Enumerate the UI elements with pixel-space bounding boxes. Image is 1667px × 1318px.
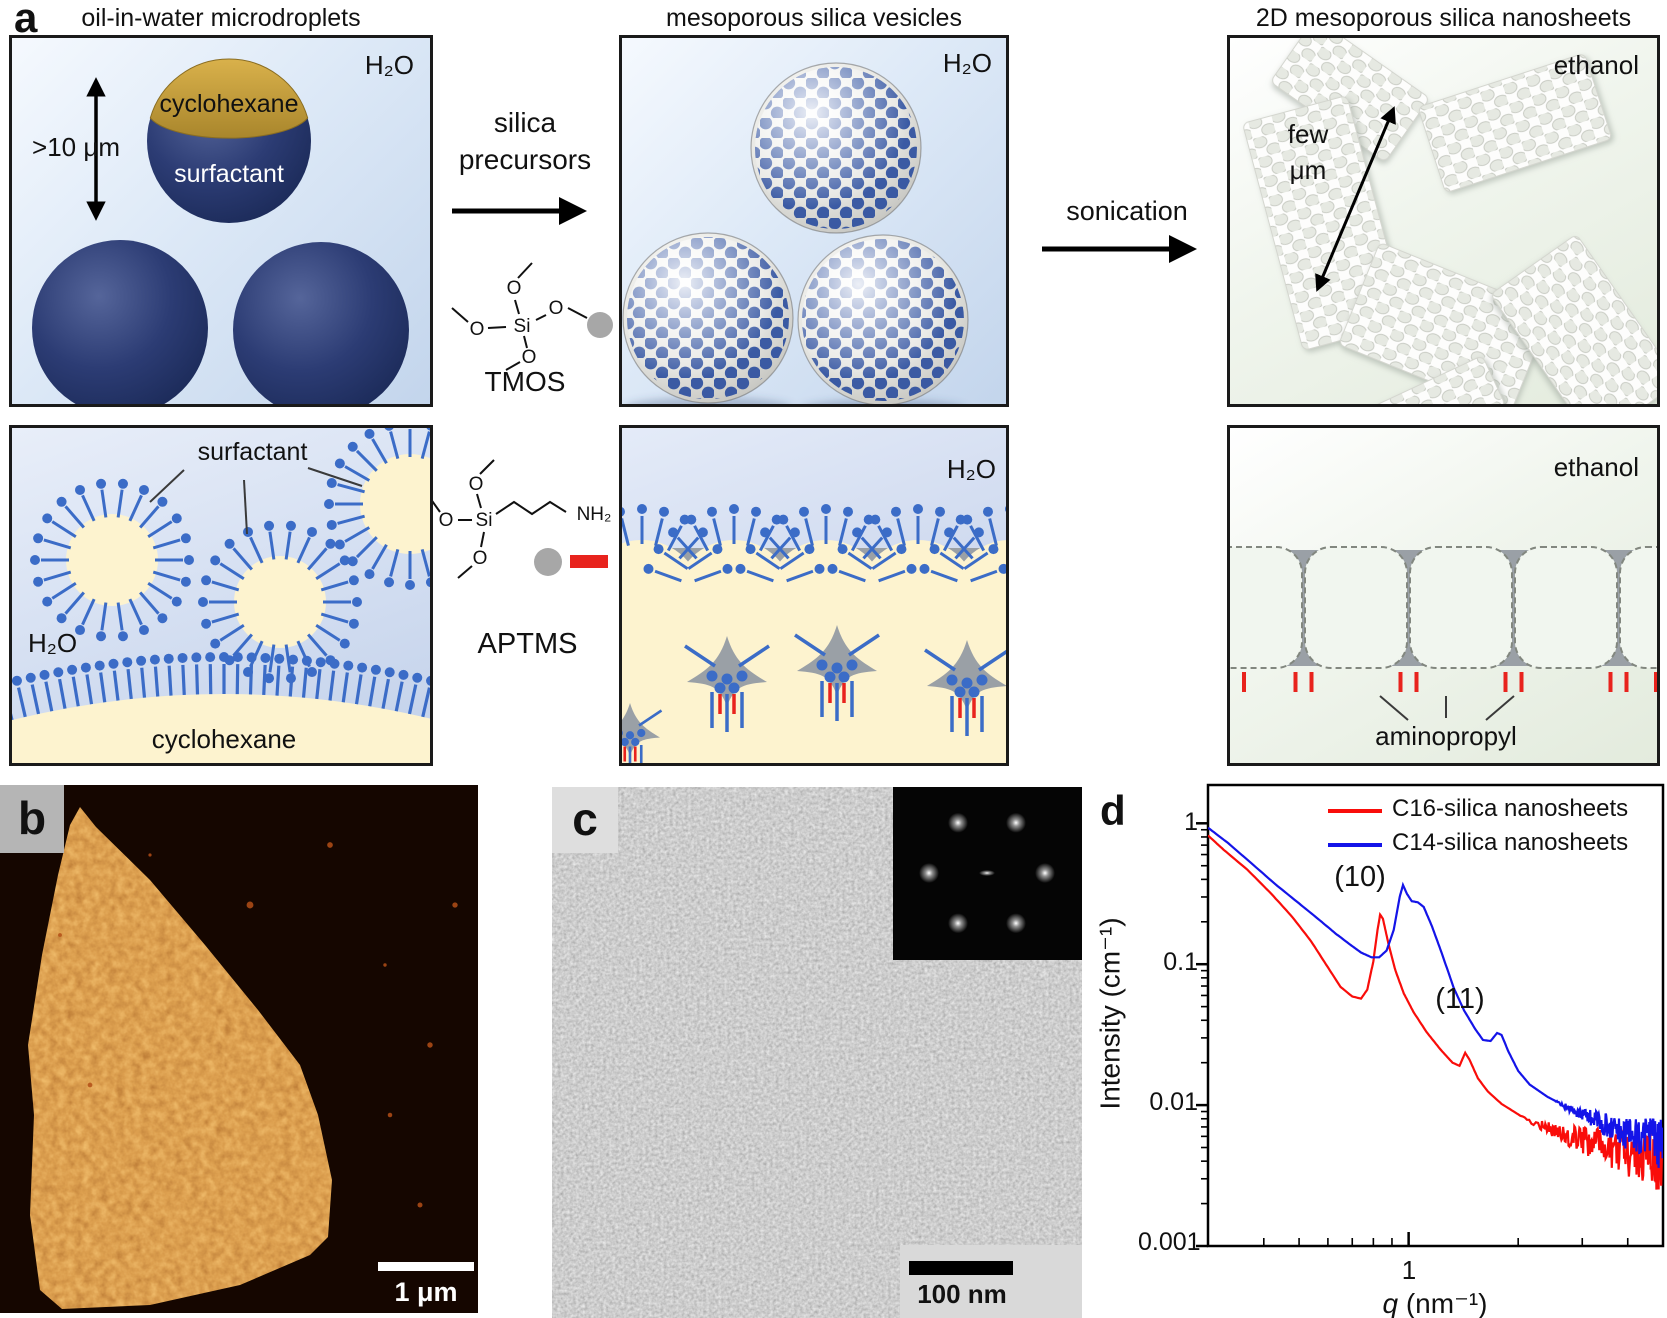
step1-label: silica precursors [442,104,608,178]
afm-scale-label: 1 μm [394,1277,458,1307]
droplet-schematic-box: H₂O cyclohexane surfactant >10 μm [9,35,433,407]
afm-image-panel: b 1 μm [0,785,478,1313]
xtick-1: 1 [1401,1255,1417,1285]
nanosheet-schematic-box: ethanol few μm [1227,35,1660,407]
panel-d-label: d [1100,787,1126,834]
legend-swatch-c16 [1328,809,1382,813]
x-axis-units: (nm⁻¹) [1398,1288,1488,1318]
peak-10-label: (10) [1334,861,1386,893]
ethanol-label: ethanol [1553,50,1639,80]
surfactant-shell-label: surfactant [174,160,284,188]
title-nanosheets: 2D mesoporous silica nanosheets [1255,4,1632,32]
saxs-plot-panel: d C16-silica nanosheets C14-silica nanos… [1040,735,1667,1318]
tmos-structure: Si O O O O [451,262,613,371]
o-atom: O [522,347,537,368]
o-atom: O [469,474,484,495]
sheet-size-line2: μm [1289,155,1327,185]
water-label: H₂O [28,628,78,658]
ytick-0p1: 0.1 [1163,948,1198,976]
si-atom: Si [514,316,531,337]
panel-c-label-box: c [552,787,618,853]
x-axis-label: q (nm⁻¹) [1340,1287,1530,1318]
saxs-curve-c16 [1208,834,1663,1190]
saxs-chart [1196,783,1665,1248]
peak-11-label: (11) [1435,983,1485,1015]
y-axis-label: Intensity (cm⁻¹) [1094,917,1126,1110]
afm-scale-bar [378,1262,474,1271]
water-label: H₂O [946,454,996,484]
ytick-0p001: 0.001 [1138,1228,1201,1256]
tem-scale-label: 100 nm [917,1279,1007,1309]
reaction-arrow-1 [452,197,587,225]
interface-schematic-box: H₂O [619,425,1009,766]
title-vesicles: mesoporous silica vesicles [666,4,962,32]
tmos-label: TMOS [484,366,566,397]
aminopropyl-label: aminopropyl [1375,721,1517,751]
micelle-illustration [12,428,430,763]
panel-a-label: a [14,0,38,41]
vesicle-illustration [622,62,969,404]
title-microdroplets: oil-in-water microdroplets [81,4,361,32]
surfactant-label: surfactant [197,438,308,466]
cyclohexane-cap-label: cyclohexane [159,90,299,118]
aminopropyl-tag-icon [570,555,608,568]
tem-image-panel: c 100 nm [552,787,1082,1318]
o-atom: O [473,548,488,569]
o-atom: O [470,319,485,340]
o-atom: O [507,278,522,299]
droplet-illustration [32,58,409,404]
water-label: H₂O [364,50,414,80]
step1-line2: precursors [458,144,592,175]
tem-scale-bar [909,1261,1013,1275]
silica-monomer-icon [587,312,613,338]
vesicle-schematic-box: H₂O [619,35,1009,407]
aminosilica-monomer-icon [534,548,562,576]
water-label: H₂O [942,48,992,78]
panel-b-label-box: b [0,785,64,853]
legend-swatch-c14 [1328,843,1382,847]
step1-line1: silica [493,107,557,138]
legend-label-c14: C14-silica nanosheets [1392,829,1629,856]
ytick-0p01: 0.01 [1149,1088,1198,1116]
o-atom: O [439,510,454,531]
tem-scale-box [900,1245,1082,1318]
sheet-size-line1: few [1287,119,1329,149]
cyclohexane-label: cyclohexane [151,724,297,754]
interface-illustration [622,504,1006,763]
legend-label-c16: C16-silica nanosheets [1392,795,1629,822]
tem-image [552,787,1082,1318]
micelle-schematic-box: surfactant H₂O cyclohexane [9,425,433,766]
aptms-label: APTMS [477,628,578,660]
panel-b-label: b [17,792,47,844]
afm-image [0,785,478,1313]
droplet-size-label: >10 μm [32,132,120,162]
pore-schematic-box: ethanol aminopropyl [1227,425,1660,766]
reaction-arrow-2 [1042,235,1197,263]
o-atom: O [549,298,564,319]
pore-illustration [1230,546,1657,721]
amine-group: NH₂ [577,504,612,525]
ethanol-label: ethanol [1553,452,1639,482]
step2-label: sonication [1066,196,1188,226]
sheet-size-label: few μm [1270,116,1346,188]
si-atom: Si [476,510,493,531]
panel-c-label: c [572,793,598,845]
ytick-1: 1 [1184,808,1198,836]
aptms-structure: Si O O O NH₂ [429,459,612,579]
nanosheet-illustration [1243,38,1657,404]
saxs-curve-c14 [1208,826,1663,1168]
x-axis-variable: q [1382,1288,1399,1318]
